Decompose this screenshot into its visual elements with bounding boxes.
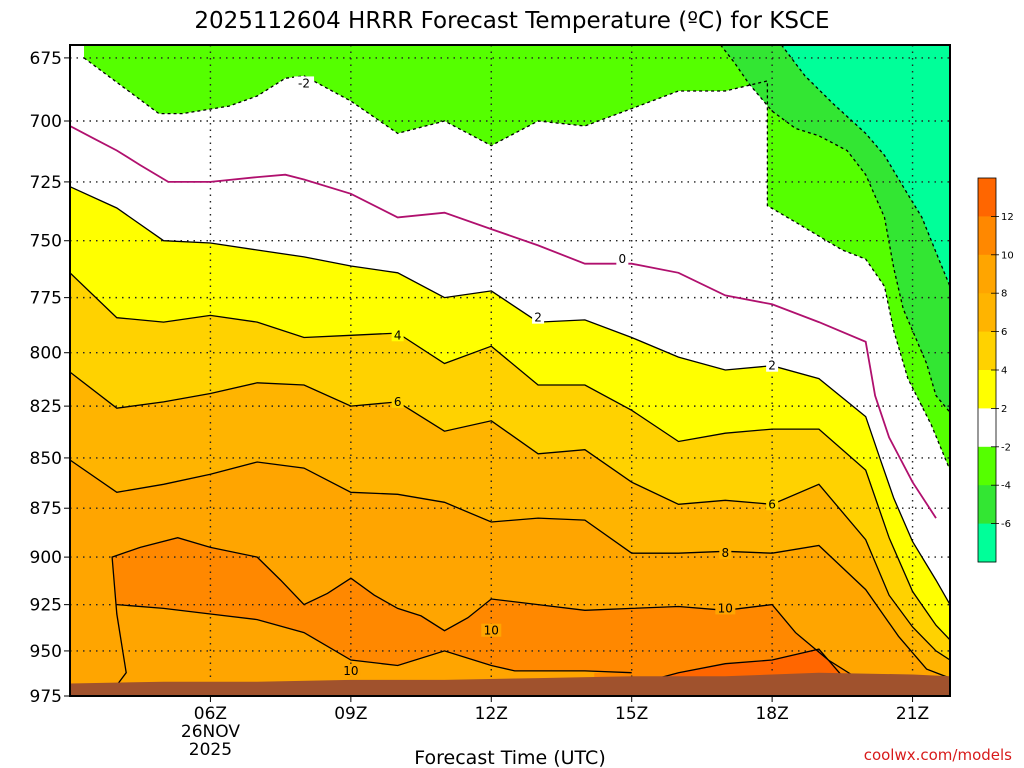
- colorbar-tick-label-8: 8: [1001, 289, 1007, 300]
- y-tick-label-950: 950: [30, 642, 62, 662]
- y-tick-label-850: 850: [30, 449, 62, 469]
- colorbar-swatch-neg8: [978, 523, 996, 563]
- contour-line-2: [70, 186, 950, 605]
- contour-label-bg: [715, 601, 736, 615]
- y-tick-label-725: 725: [30, 173, 62, 193]
- contour-line-neg6: [780, 45, 950, 287]
- y-tick-label-925: 925: [30, 596, 62, 616]
- colorbar-tick-label-2: 2: [1001, 404, 1007, 415]
- x-tick-label-18Z: 18Z: [755, 704, 788, 724]
- contour-line-10-01: [116, 603, 632, 674]
- x-tick-label-09Z: 09Z: [334, 704, 367, 724]
- credit-text[interactable]: coolwx.com/models: [864, 746, 1012, 764]
- colorbar-tick-label--4: -4: [1001, 481, 1011, 492]
- contour-label-bg: [766, 358, 779, 372]
- colorbar-swatch-neg6: [978, 485, 996, 525]
- contour-line-0: [70, 125, 937, 519]
- colorbar-tick-label--6: -6: [1001, 519, 1011, 530]
- contour-label-10-0: 10: [484, 624, 499, 638]
- colorbar-legend: 12 10 8 6 4 2 -2 -4 -6: [977, 177, 1014, 563]
- contour-line-10: [70, 537, 950, 696]
- y-axis: 675 700 725 750 775 800 825 850 875 900 925 950 975: [30, 49, 70, 707]
- colorbar-tick-label-10: 10: [1001, 250, 1014, 261]
- contour-line-4: [70, 272, 950, 641]
- colorbar-swatch-8: [978, 254, 996, 294]
- colorbar-swatch-10: [978, 216, 996, 256]
- colorbar-tick-label-6: 6: [1001, 327, 1007, 338]
- colorbar-swatch-neg4: [978, 446, 996, 486]
- x-tick-label-15Z: 15Z: [615, 704, 648, 724]
- contour-label-bg: [616, 252, 629, 266]
- contour-label-8-0: 8: [721, 546, 729, 560]
- contour-label-neg2-0: -2: [298, 76, 310, 90]
- contour-label-10-1: 10: [718, 601, 733, 615]
- contour-label-bg: [719, 546, 732, 560]
- contour-label-bg: [766, 497, 779, 511]
- plot-frame: [69, 44, 951, 697]
- contour-label-bg: [532, 310, 545, 324]
- y-tick-label-825: 825: [30, 397, 62, 417]
- colorbar-swatch-6: [978, 293, 996, 333]
- colorbar-swatch-12: [978, 178, 996, 217]
- colorbar-swatch-neg2: [978, 408, 996, 448]
- terrain-ground: [70, 672, 950, 696]
- colorbar-swatch-4: [978, 331, 996, 371]
- contour-label-10-2: 10: [343, 664, 358, 678]
- y-tick-label-775: 775: [30, 289, 62, 309]
- contour-label-6-0: 6: [394, 395, 402, 409]
- x-tick-label-12Z: 12Z: [475, 704, 508, 724]
- contour-label-bg: [340, 663, 361, 677]
- y-tick-label-800: 800: [30, 344, 62, 364]
- colorbar-tick-label--2: -2: [1001, 442, 1011, 453]
- x-tick-label-06Z: 06Z: [194, 704, 227, 724]
- contour-line-8: [70, 459, 950, 679]
- fill-10-to-12-west: [112, 537, 632, 673]
- contour-label-bg: [391, 328, 404, 342]
- y-tick-label-975: 975: [30, 687, 62, 707]
- y-tick-label-700: 700: [30, 112, 62, 132]
- contour-label-bg: [391, 394, 404, 408]
- colorbar-tick-label-4: 4: [1001, 366, 1007, 377]
- contour-label-bg: [481, 623, 502, 637]
- ground-terrain: [70, 672, 950, 696]
- fill-neg2-to-2: [70, 45, 950, 605]
- y-tick-label-750: 750: [30, 232, 62, 252]
- contour-labels: -2 0 2 2 4 6 6 8 10 10 10: [294, 76, 779, 678]
- chart-title: 2025112604 HRRR Forecast Temperature (ºC…: [194, 8, 829, 34]
- colorbar-swatch-2: [978, 370, 996, 409]
- y-tick-label-900: 900: [30, 548, 62, 568]
- contour-line-neg2: [83, 57, 950, 471]
- fill-neg8-to-neg6: [781, 45, 950, 287]
- x-date-label-day: 26NOV: [181, 722, 240, 742]
- contour-line-6: [70, 371, 950, 661]
- contour-label-2-1: 2: [768, 359, 776, 373]
- contour-label-6-1: 6: [768, 497, 776, 511]
- x-tick-label-21Z: 21Z: [896, 704, 929, 724]
- y-tick-label-675: 675: [30, 49, 62, 69]
- x-date-label-year: 2025: [189, 740, 232, 760]
- contour-label-2-0: 2: [534, 311, 542, 325]
- contour-label-0-0: 0: [619, 252, 627, 266]
- contour-label-bg: [294, 76, 315, 90]
- contour-label-4-0: 4: [394, 328, 402, 342]
- x-axis-label: Forecast Time (UTC): [414, 747, 605, 768]
- contour-lines: [70, 45, 950, 696]
- y-tick-label-875: 875: [30, 499, 62, 519]
- colorbar-tick-label-12: 12: [1001, 212, 1014, 223]
